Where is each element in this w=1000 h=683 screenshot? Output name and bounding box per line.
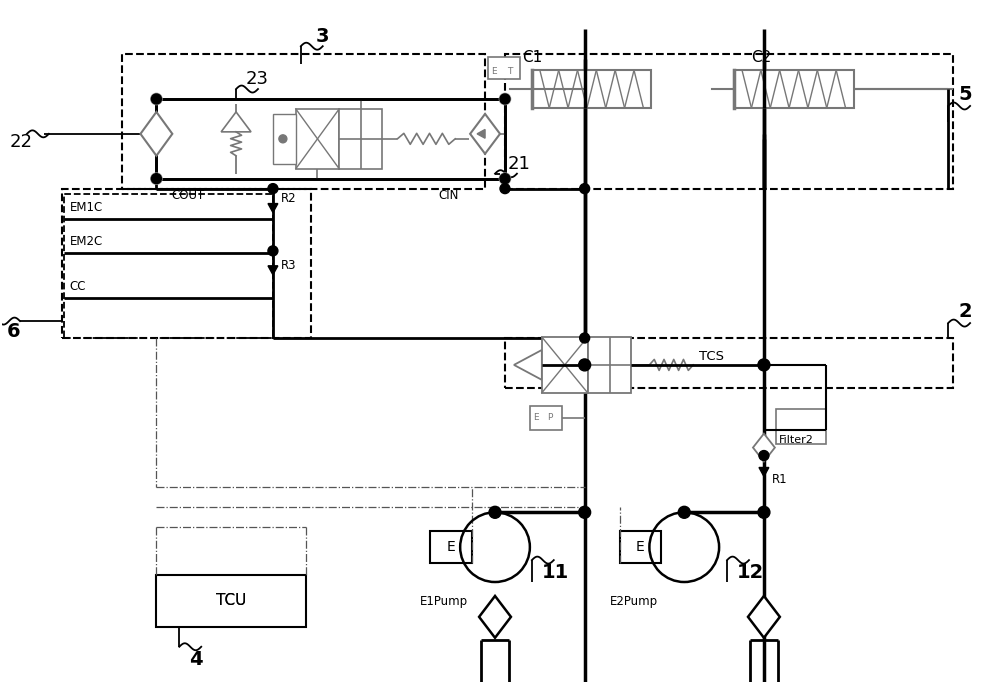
Polygon shape xyxy=(339,109,382,169)
Circle shape xyxy=(500,173,510,184)
Text: 6: 6 xyxy=(7,322,21,341)
Polygon shape xyxy=(532,70,651,108)
Text: 23: 23 xyxy=(246,70,269,88)
Text: CIN: CIN xyxy=(438,189,459,201)
Text: 12: 12 xyxy=(737,563,764,581)
Polygon shape xyxy=(488,57,520,79)
Text: 21: 21 xyxy=(508,155,531,173)
Text: R3: R3 xyxy=(281,260,296,273)
Text: TCU: TCU xyxy=(216,594,246,609)
Text: E1Pump: E1Pump xyxy=(420,596,468,609)
Text: C1: C1 xyxy=(522,50,542,65)
Text: R2: R2 xyxy=(281,192,297,205)
Text: TCU: TCU xyxy=(216,594,246,609)
Circle shape xyxy=(268,246,278,256)
Circle shape xyxy=(489,506,501,518)
Text: CC: CC xyxy=(70,280,86,293)
Text: EM1C: EM1C xyxy=(70,201,103,214)
Text: E2Pump: E2Pump xyxy=(610,596,658,609)
Circle shape xyxy=(151,173,161,184)
Circle shape xyxy=(151,173,162,184)
Text: E: E xyxy=(491,67,497,76)
Text: 4: 4 xyxy=(189,650,203,669)
Polygon shape xyxy=(748,596,780,638)
Polygon shape xyxy=(140,112,172,156)
Circle shape xyxy=(580,184,590,193)
Text: P: P xyxy=(547,413,552,422)
Text: 22: 22 xyxy=(10,133,33,151)
Text: C2: C2 xyxy=(751,50,771,65)
Circle shape xyxy=(500,94,510,104)
Text: COUT: COUT xyxy=(171,189,205,201)
Text: 5: 5 xyxy=(958,85,972,104)
Text: EM2C: EM2C xyxy=(70,236,103,249)
Text: 11: 11 xyxy=(542,563,569,581)
Circle shape xyxy=(151,94,161,104)
Text: E: E xyxy=(636,540,645,554)
Circle shape xyxy=(500,173,510,184)
Polygon shape xyxy=(542,337,588,393)
Circle shape xyxy=(678,506,690,518)
Polygon shape xyxy=(479,596,511,638)
Polygon shape xyxy=(268,266,278,275)
Circle shape xyxy=(580,333,590,343)
Circle shape xyxy=(500,94,510,104)
Polygon shape xyxy=(470,114,500,154)
Polygon shape xyxy=(620,531,661,563)
Circle shape xyxy=(268,184,278,193)
Polygon shape xyxy=(753,434,775,462)
Text: TCS: TCS xyxy=(699,350,724,363)
Polygon shape xyxy=(530,406,562,430)
Circle shape xyxy=(758,359,770,371)
Text: 3: 3 xyxy=(316,27,329,46)
Polygon shape xyxy=(156,575,306,627)
Polygon shape xyxy=(588,337,631,393)
Circle shape xyxy=(500,184,510,193)
Polygon shape xyxy=(477,130,485,138)
Polygon shape xyxy=(776,408,826,443)
Text: R1: R1 xyxy=(772,473,788,486)
Text: T: T xyxy=(507,67,512,76)
Circle shape xyxy=(279,135,287,143)
Polygon shape xyxy=(734,70,854,108)
Text: 2: 2 xyxy=(958,302,972,320)
Circle shape xyxy=(579,506,591,518)
Text: E: E xyxy=(533,413,538,422)
Polygon shape xyxy=(268,204,278,212)
Polygon shape xyxy=(273,114,296,164)
Circle shape xyxy=(151,94,162,104)
Circle shape xyxy=(758,506,770,518)
Text: E: E xyxy=(447,540,456,554)
Circle shape xyxy=(579,359,591,371)
Polygon shape xyxy=(759,467,769,477)
Polygon shape xyxy=(430,531,472,563)
Circle shape xyxy=(759,451,769,460)
Polygon shape xyxy=(296,109,339,169)
Text: Filter2: Filter2 xyxy=(779,434,814,445)
